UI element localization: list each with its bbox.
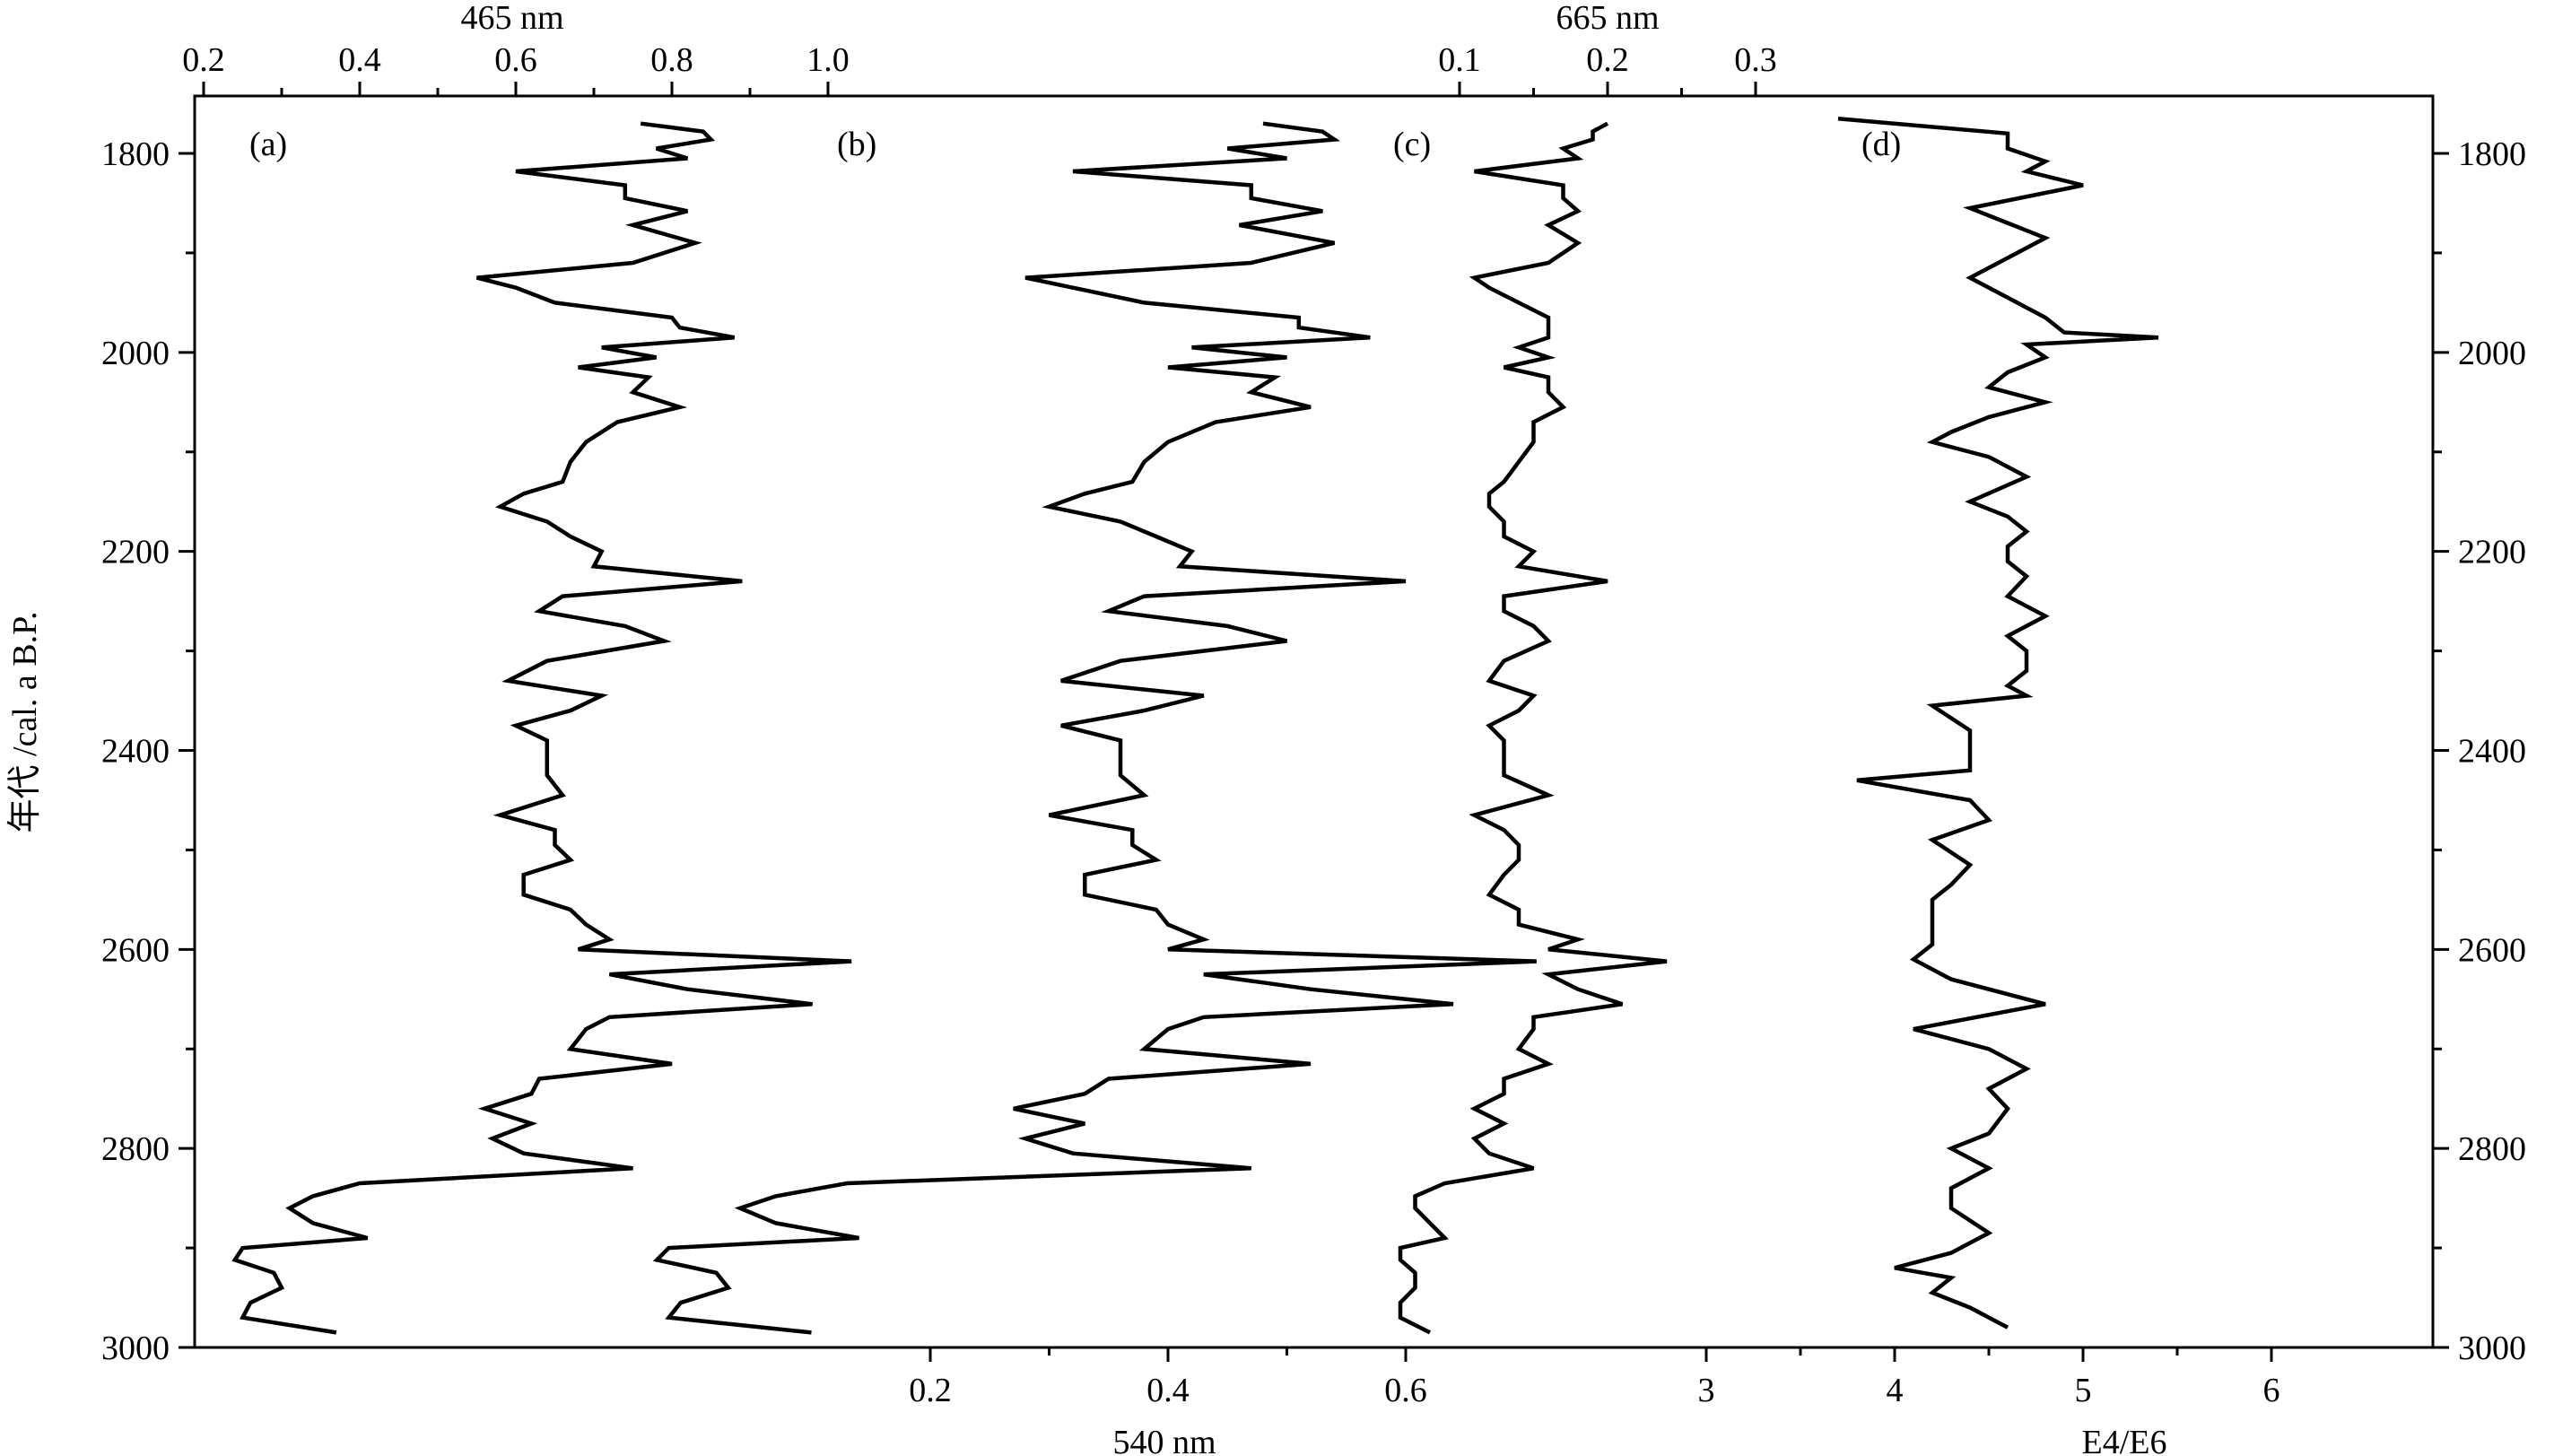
y-tick-label-right: 2600 <box>2458 931 2526 969</box>
x-tick-label-bottom: 6 <box>2263 1372 2280 1409</box>
panel-label-a: (a) <box>249 126 287 163</box>
x-tick-label-top: 1.0 <box>806 41 850 79</box>
series-line-c <box>1398 121 1668 1335</box>
panel-label-b: (b) <box>837 126 876 163</box>
y-tick-label-right: 2400 <box>2458 733 2526 771</box>
y-tick-label-right: 2800 <box>2458 1130 2526 1168</box>
panel-label-c: (c) <box>1393 126 1431 163</box>
series-line-b <box>652 121 1537 1335</box>
panel-label-d: (d) <box>1861 126 1901 163</box>
x-tick-label-top: 0.3 <box>1734 41 1777 79</box>
series-line-a <box>231 121 852 1335</box>
y-tick-label-left: 2400 <box>101 733 170 771</box>
y-tick-label-right: 3000 <box>2458 1330 2526 1367</box>
series-line-d <box>1837 116 2159 1330</box>
x-tick-label-bottom: 0.4 <box>1146 1372 1190 1409</box>
axis-title-465nm: 465 nm <box>460 0 563 37</box>
y-tick-label-right: 1800 <box>2458 135 2526 173</box>
y-tick-label-left: 2200 <box>101 534 170 571</box>
y-tick-label-left: 2600 <box>101 931 170 969</box>
y-tick-label-left: 3000 <box>101 1330 170 1367</box>
ticks-layer: 1800 1800 2000 2000 2200 2200 2400 2400 2600 2600… <box>101 41 2526 1409</box>
x-tick-label-bottom: 5 <box>2075 1372 2092 1409</box>
y-tick-label-left: 2800 <box>101 1130 170 1168</box>
x-tick-label-top: 0.6 <box>494 41 537 79</box>
x-tick-label-top: 0.2 <box>1586 41 1629 79</box>
x-tick-label-bottom: 0.2 <box>909 1372 952 1409</box>
x-tick-label-bottom: 3 <box>1698 1372 1715 1409</box>
series-layer <box>231 116 2159 1335</box>
y-tick-label-right: 2000 <box>2458 335 2526 372</box>
x-tick-label-bottom: 4 <box>1887 1372 1904 1409</box>
axis-title-e4e6: E4/E6 <box>2082 1424 2167 1456</box>
plot-frame <box>193 94 2435 1349</box>
x-tick-label-top: 0.2 <box>182 41 225 79</box>
y-tick-label-left: 2000 <box>101 335 170 372</box>
axis-title-540nm: 540 nm <box>1112 1424 1216 1456</box>
x-tick-label-top: 0.8 <box>650 41 693 79</box>
x-tick-label-top: 0.1 <box>1438 41 1481 79</box>
y-axis-title: 年代 /cal. a B.P. <box>6 612 44 833</box>
y-tick-label-right: 2200 <box>2458 534 2526 571</box>
y-tick-label-left: 1800 <box>101 135 170 173</box>
axis-title-665nm: 665 nm <box>1556 0 1659 37</box>
x-tick-label-top: 0.4 <box>338 41 381 79</box>
x-tick-label-bottom: 0.6 <box>1384 1372 1427 1409</box>
